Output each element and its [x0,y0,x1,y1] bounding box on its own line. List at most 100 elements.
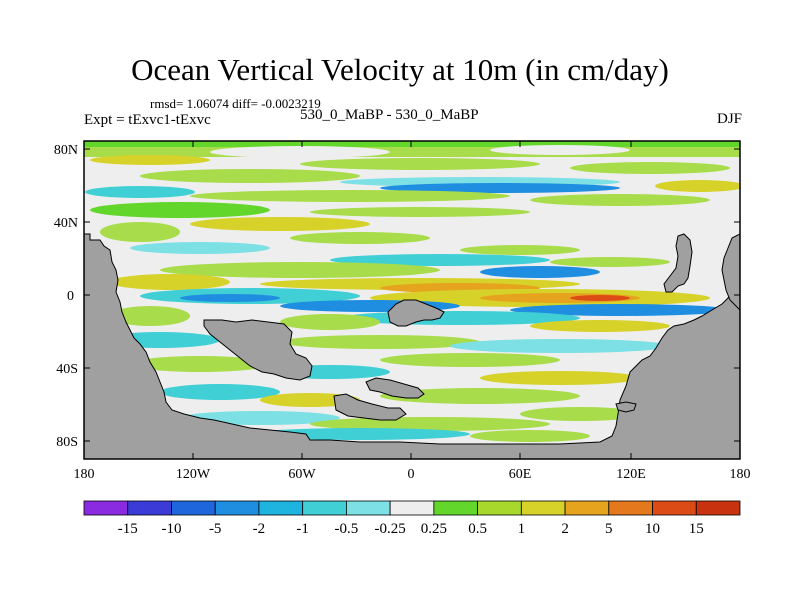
season-label: DJF [716,111,742,127]
colorbar-swatch [477,500,522,516]
field-patch [280,335,480,349]
colorbar-swatch [345,500,391,516]
field-patch [550,257,670,267]
colorbar-swatch [302,500,347,516]
colorbar-label: -5 [209,521,222,537]
land-south-island-b [333,393,407,421]
land-western-continent [84,233,740,459]
lat-label: 80S [56,435,78,450]
lat-label: 0 [67,289,74,304]
field-patch [380,388,580,404]
field-patch [380,353,560,367]
field-patch [290,232,430,244]
field-patch [210,146,390,158]
colorbar-label: 2 [561,521,569,537]
colorbar-swatch [83,500,129,516]
colorbar-swatch [258,500,304,516]
colorbar-label: -2 [253,521,266,537]
lon-label: 60W [288,467,316,482]
field-patch [190,217,370,231]
lon-label: 180 [74,467,95,482]
field-patch [310,207,530,217]
longitude-ticks [83,141,741,459]
field-patch [570,295,630,301]
land-masses [84,233,740,459]
colorbar-label: 0.25 [421,521,447,537]
map-title: Ocean Vertical Velocity at 10m (in cm/da… [131,52,669,87]
land-small-island [615,401,637,413]
colorbar-label: -15 [118,521,138,537]
latitude-ticks [84,148,740,442]
field-patch [110,274,230,290]
lat-label: 80N [54,143,78,158]
field-patch [490,145,630,155]
field-patch [300,158,540,170]
field-patch [110,306,190,326]
field-patch [655,180,740,192]
land-eastern-coast [721,233,740,311]
colorbar-label: -1 [296,521,309,537]
field-patch [530,194,710,206]
colorbar-label: 1 [518,521,526,537]
map-frame [83,140,741,460]
field-patch [530,320,670,332]
field-patch [510,304,730,316]
colorbar-swatch [389,500,435,516]
field-patch [130,356,270,372]
colorbar-swatch [608,500,653,516]
colorbar-label: 0.5 [468,521,487,537]
field-patch [570,162,730,174]
lon-label: 180 [730,467,751,482]
rmsd-diff-stats: rmsd= 1.06074 diff= -0.0023219 [150,96,321,111]
lon-label: 60E [509,467,532,482]
colorbar-swatch [433,500,479,516]
colorbar-label: 10 [645,521,660,537]
field-patch [90,202,270,218]
field-patch [160,262,440,278]
lon-label: 120W [176,467,211,482]
field-patch [190,190,510,202]
field-patch [480,266,600,278]
field-patch [84,141,740,147]
experiment-label: Expt = tExvc1-tExvc [84,112,211,128]
colorbar-swatch [171,500,216,516]
land-south-island-a [365,377,425,399]
field-patch [310,417,550,431]
field-patch [330,254,550,266]
lat-label: 40N [54,216,78,231]
map-panel [84,141,740,459]
field-patch [90,155,210,165]
colorbar-label: -10 [161,521,181,537]
lon-label: 120E [616,467,646,482]
field-patch [130,242,270,254]
field-patch [520,407,640,421]
period-subtitle: 530_0_MaBP - 530_0_MaBP [300,107,479,123]
field-patch [470,430,590,442]
colorbar-label: 15 [689,521,704,537]
field-patch [280,314,380,330]
field-patch [460,245,580,255]
land-south-continent-a [203,319,313,381]
colorbar-swatch [520,500,566,516]
land-equatorial-island [387,299,445,327]
field-patch [450,339,670,353]
colorbar-swatch [127,500,172,516]
colorbar-label: 5 [605,521,613,537]
lon-label: 0 [408,467,415,482]
colorbar: -15 -10 -5 -2 -1 -0.5 -0.25 0.25 0.5 1 2 5 10 15 [83,500,741,537]
colorbar-label: -0.25 [375,521,406,537]
field-patch [160,384,280,400]
field-patch [100,222,180,242]
field-patch [480,371,640,385]
velocity-field [84,141,740,442]
field-patch [380,183,620,193]
colorbar-swatch [695,500,741,516]
lat-label: 40S [56,362,78,377]
colorbar-swatch [564,500,610,516]
field-patch [180,294,280,302]
colorbar-swatch [214,500,260,516]
colorbar-swatch [652,500,697,516]
land-polar-ridge [663,233,693,293]
field-patch [85,186,195,198]
